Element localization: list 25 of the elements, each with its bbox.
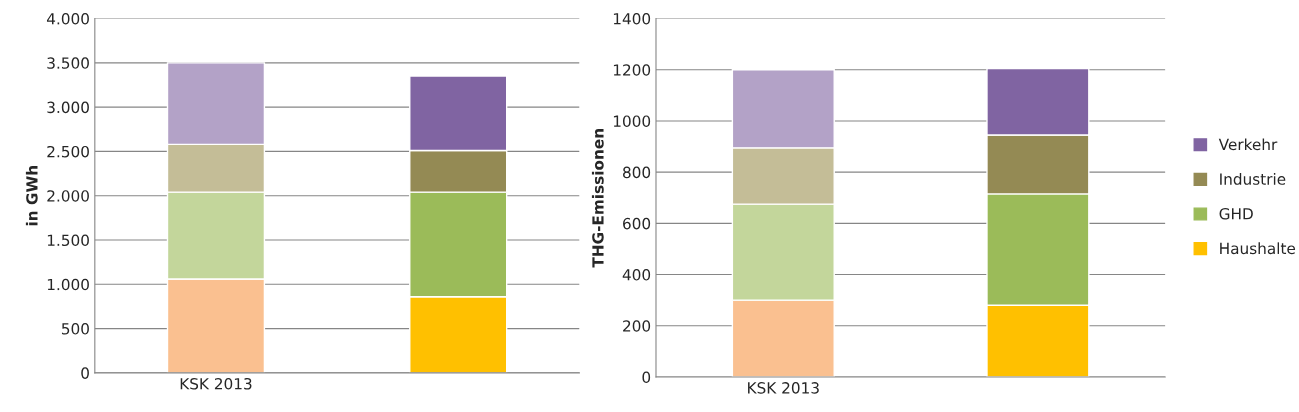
legend-label: Verkehr: [1218, 138, 1278, 151]
legend-label: GHD: [1219, 207, 1253, 220]
y-tick-label: 1400: [613, 13, 651, 25]
y-tick-label: 3.000: [47, 101, 89, 114]
y-tick-label: 1000: [613, 115, 651, 127]
y-tick-label: 200: [623, 320, 651, 332]
y-tick-label: 800: [623, 166, 651, 179]
legend-label: Haushalte: [1220, 242, 1296, 255]
y-tick-label: 600: [623, 217, 651, 230]
y-tick-label: 500: [61, 323, 89, 335]
y-axis-title: THG-Emissionen: [591, 129, 604, 268]
x-tick-label: KSK 2013: [180, 377, 252, 390]
legend-label: Industrie: [1220, 173, 1286, 185]
y-axis-title: in GWh: [25, 166, 38, 226]
y-tick-label: 0: [642, 371, 651, 383]
y-tick-label: 1200: [613, 64, 651, 76]
y-tick-label: 2.000: [47, 190, 89, 202]
y-tick-label: 1.000: [47, 278, 89, 291]
y-tick-label: 1.500: [47, 234, 89, 247]
y-tick-label: 0: [81, 367, 89, 379]
y-tick-label: 400: [622, 269, 651, 281]
y-tick-label: 3.500: [47, 57, 89, 69]
y-tick-label: 2.500: [47, 145, 89, 158]
x-tick-label: KSK 2013: [748, 382, 819, 394]
y-tick-label: 4.000: [46, 13, 89, 25]
